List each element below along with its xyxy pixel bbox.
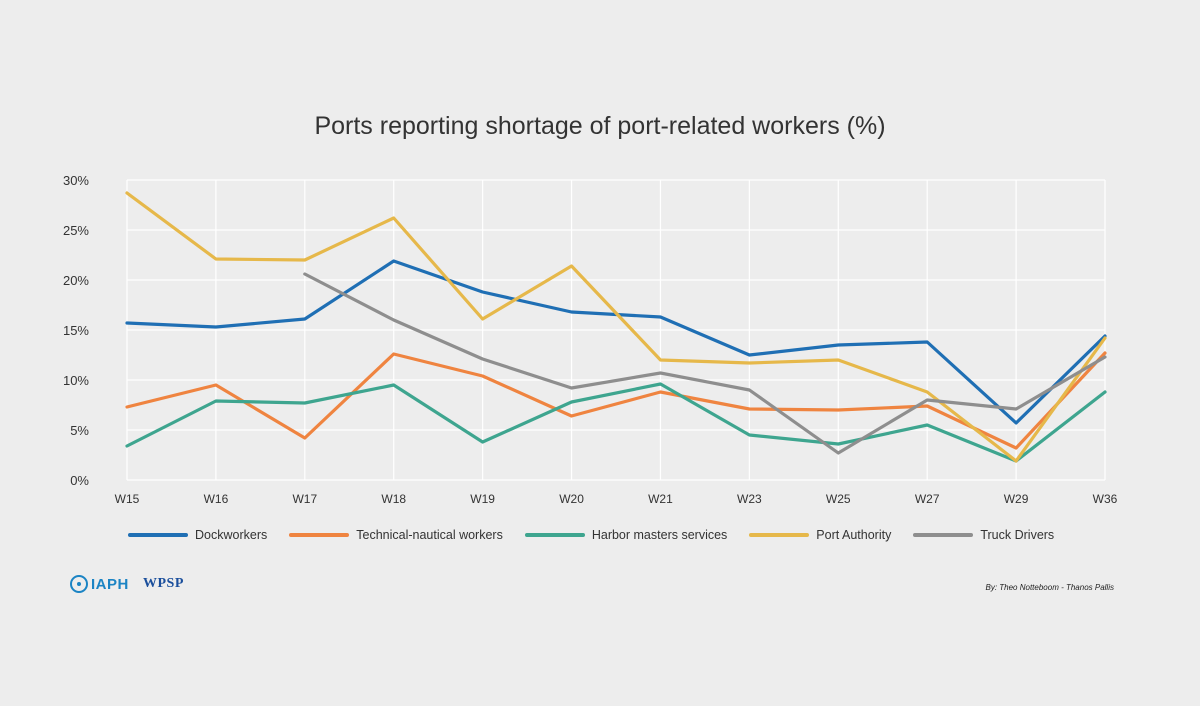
- legend-item: Dockworkers: [128, 528, 267, 542]
- series-line-truck-drivers: [303, 272, 1107, 455]
- legend-label: Truck Drivers: [980, 528, 1055, 542]
- series-lines: [125, 191, 1107, 463]
- y-tick-label: 5%: [70, 423, 89, 438]
- legend-item: Technical-nautical workers: [289, 528, 503, 542]
- legend-swatch: [913, 533, 974, 537]
- legend-label: Dockworkers: [195, 528, 268, 542]
- wpsp-logo: WPSP: [143, 576, 184, 591]
- author-credit: By: Theo Notteboom - Thanos Pallis: [985, 583, 1114, 592]
- x-tick-label: W16: [204, 492, 229, 506]
- legend-swatch: [289, 533, 350, 537]
- y-tick-label: 30%: [63, 173, 89, 188]
- x-tick-label: W29: [1004, 492, 1029, 506]
- x-tick-label: W27: [915, 492, 940, 506]
- series-line-harbor-masters-services: [125, 382, 1107, 463]
- x-tick-label: W21: [648, 492, 673, 506]
- legend-swatch: [524, 533, 585, 537]
- series-line-dockworkers: [125, 259, 1107, 425]
- x-tick-label: W25: [826, 492, 851, 506]
- x-tick-label: W15: [115, 492, 140, 506]
- x-tick-label: W19: [470, 492, 495, 506]
- legend-label: Technical-nautical workers: [356, 528, 503, 542]
- legend: Dockworkers Technical-nautical workers Har…: [128, 528, 1076, 542]
- legend-item: Truck Drivers: [913, 528, 1054, 542]
- x-tick-label: W17: [292, 492, 317, 506]
- legend-swatch: [749, 533, 810, 537]
- chart-grid: [126, 179, 1106, 481]
- series-line-technical-nautical-workers: [125, 351, 1107, 450]
- legend-label: Port Authority: [816, 528, 892, 542]
- y-tick-label: 0%: [70, 473, 89, 488]
- iaph-logo: IAPH: [70, 575, 129, 593]
- ship-wheel-icon: [70, 575, 88, 593]
- series-line-port-authority: [125, 191, 1107, 463]
- legend-item: Port Authority: [749, 528, 891, 542]
- x-tick-label: W20: [559, 492, 584, 506]
- y-tick-label: 25%: [63, 223, 89, 238]
- y-tick-label: 10%: [63, 373, 89, 388]
- legend-item: Harbor masters services: [524, 528, 728, 542]
- x-tick-label: W36: [1093, 492, 1118, 506]
- y-axis-labels: 0% 5% 10% 15% 20% 25% 30%: [63, 173, 89, 488]
- x-tick-label: W23: [737, 492, 762, 506]
- chart-title: Ports reporting shortage of port-related…: [314, 112, 886, 140]
- iaph-logo-text: IAPH: [91, 575, 129, 593]
- legend-swatch: [128, 533, 188, 537]
- x-tick-label: W18: [381, 492, 406, 506]
- x-axis-labels: W15 W16 W17 W18 W19 W20 W21 W23 W25 W27 W29 W36: [115, 492, 1118, 506]
- legend-label: Harbor masters services: [591, 528, 728, 542]
- y-tick-label: 20%: [63, 273, 89, 288]
- y-tick-label: 15%: [63, 323, 89, 338]
